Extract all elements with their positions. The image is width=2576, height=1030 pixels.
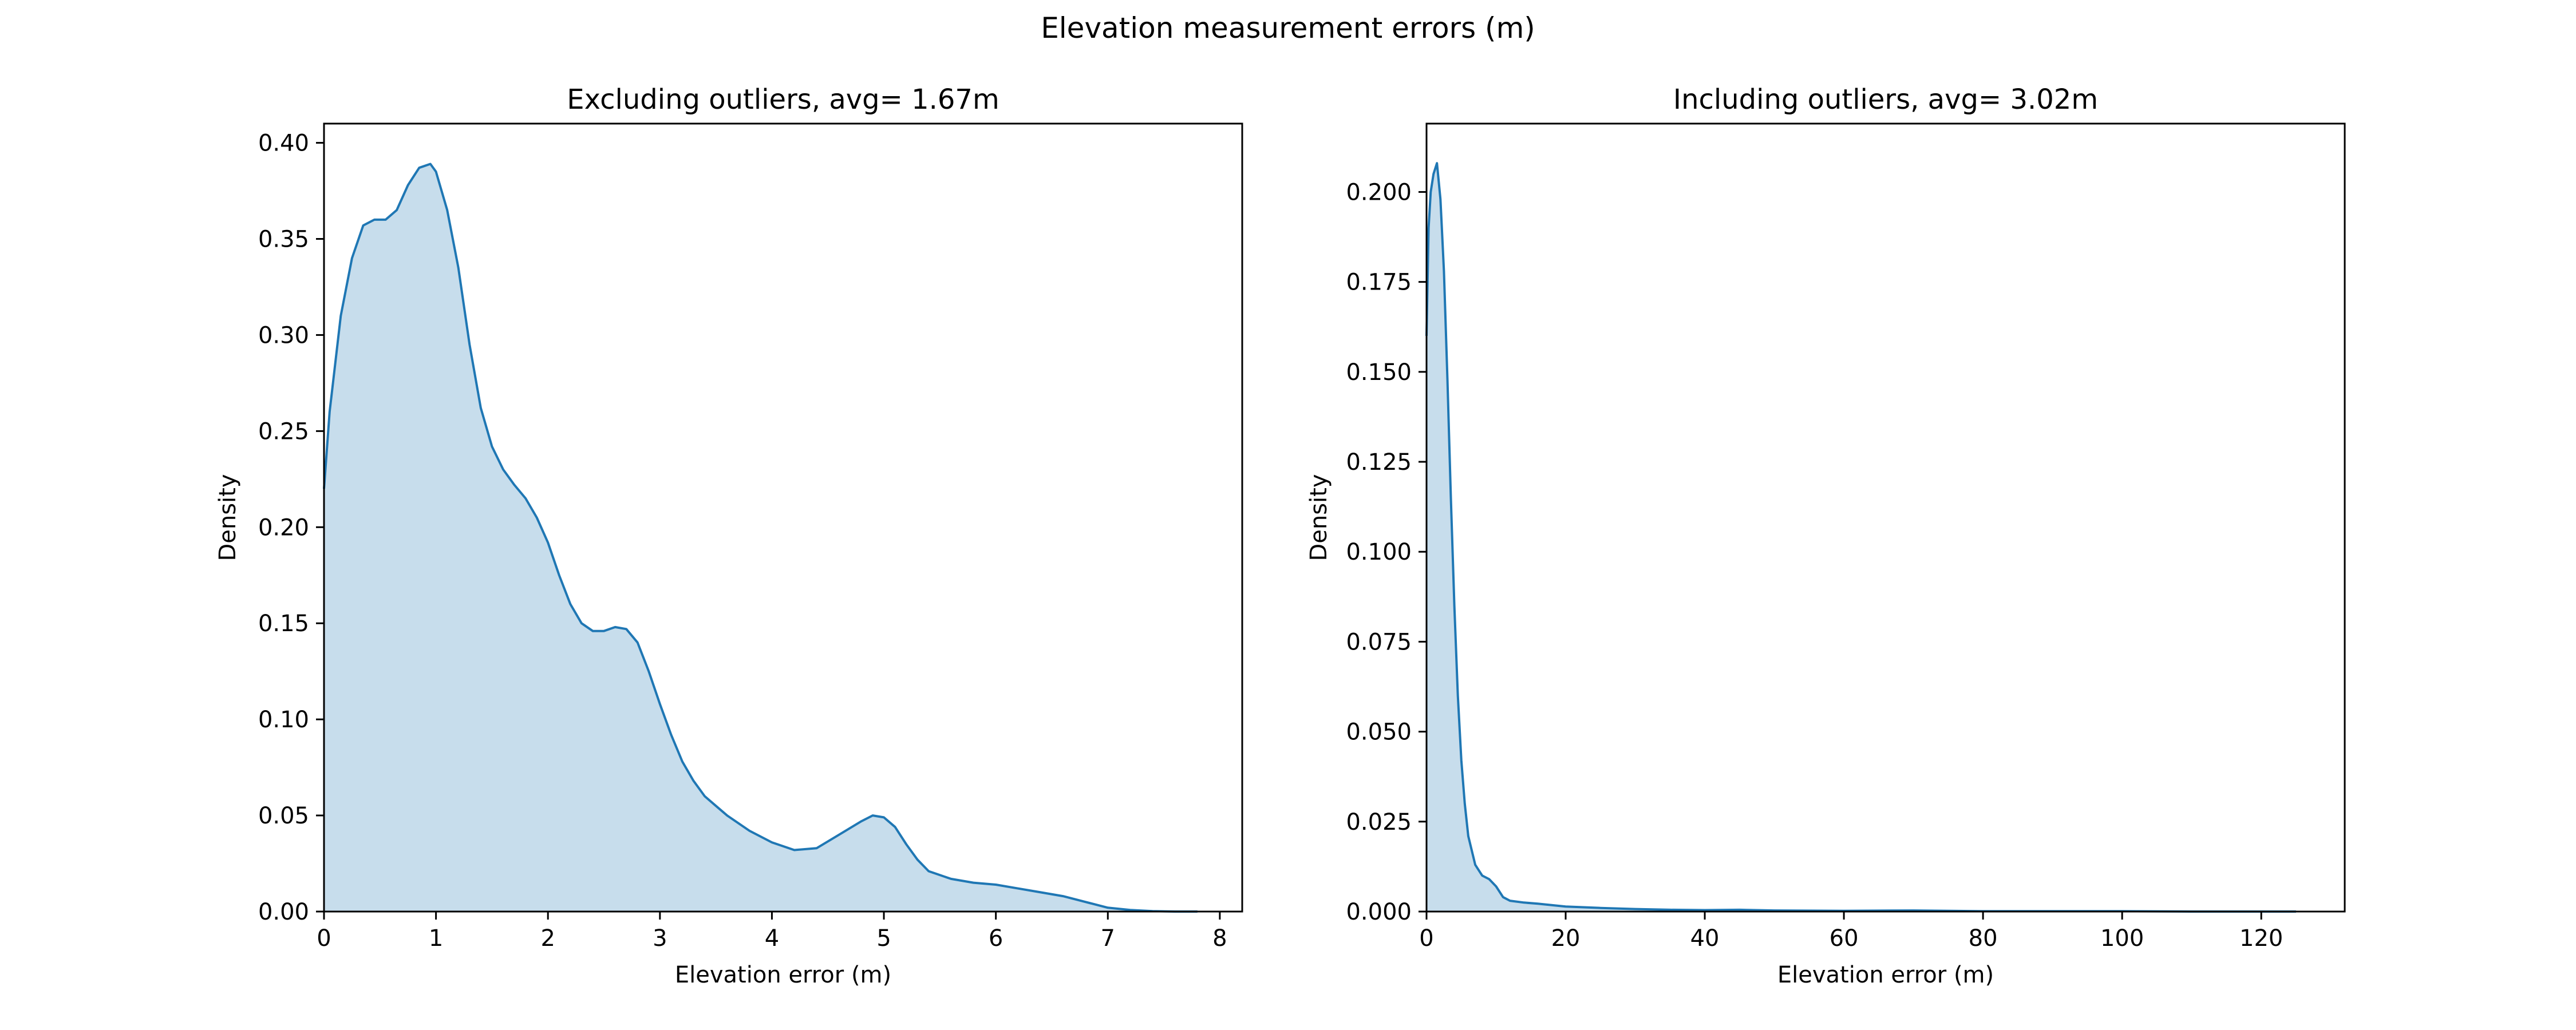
right-x-tick-label: 0 <box>1419 925 1433 952</box>
right-chart-panel: 0 20 40 60 80 100 120 0.000 0.025 0.050 0.075 0.100… <box>1306 84 2346 988</box>
left-x-tick-label: 8 <box>1212 925 1227 952</box>
right-y-tick-label: 0.200 <box>1346 179 1412 205</box>
left-chart-title: Excluding outliers, avg= 1.67m <box>567 84 999 116</box>
right-y-tick-label: 0.075 <box>1346 629 1412 655</box>
right-y-tick-label: 0.150 <box>1346 359 1412 386</box>
right-x-axis-label: Elevation error (m) <box>1777 962 1994 988</box>
right-x-tick-label: 120 <box>2239 925 2283 952</box>
right-x-tick-label: 20 <box>1551 925 1581 952</box>
right-y-axis-label: Density <box>1306 474 1332 561</box>
left-y-tick-label: 0.10 <box>258 707 309 733</box>
right-x-tick-label: 80 <box>1969 925 1998 952</box>
left-x-tick-label: 6 <box>989 925 1003 952</box>
right-y-tick-label: 0.175 <box>1346 270 1412 296</box>
left-y-tick-label: 0.30 <box>258 322 309 348</box>
left-axes-frame <box>323 122 1243 913</box>
left-density-area <box>324 164 1198 912</box>
right-y-tick-label: 0.100 <box>1346 539 1412 565</box>
right-y-tick-label: 0.000 <box>1346 899 1412 925</box>
figure-suptitle: Elevation measurement errors (m) <box>1041 11 1535 45</box>
left-x-tick-label: 4 <box>765 925 779 952</box>
left-x-tick-label: 7 <box>1101 925 1115 952</box>
left-y-tick-label: 0.20 <box>258 514 309 541</box>
right-x-tick-label: 100 <box>2100 925 2144 952</box>
left-chart-panel: 0 1 2 3 4 5 6 7 8 0.00 0.05 0.10 0.15 0.20 0.25 0.30 0.3… <box>215 84 1243 988</box>
left-y-tick-label: 0.15 <box>258 611 309 637</box>
right-chart-title: Including outliers, avg= 3.02m <box>1673 84 2098 116</box>
left-x-tick-label: 2 <box>540 925 555 952</box>
left-x-tick-label: 5 <box>876 925 891 952</box>
left-y-tick-label: 0.35 <box>258 227 309 253</box>
right-y-tick-label: 0.050 <box>1346 719 1412 746</box>
left-y-tick-label: 0.25 <box>258 418 309 445</box>
left-x-tick-label: 3 <box>653 925 667 952</box>
right-x-tick-label: 40 <box>1690 925 1720 952</box>
left-x-tick-label: 1 <box>429 925 443 952</box>
left-x-axis-label: Elevation error (m) <box>675 962 891 988</box>
left-y-tick-label: 0.40 <box>258 130 309 157</box>
left-y-axis-label: Density <box>215 474 241 561</box>
right-density-line <box>1425 162 2296 913</box>
right-axes-frame <box>1425 122 2346 913</box>
left-y-tick-label: 0.00 <box>258 899 309 925</box>
left-y-tick-label: 0.05 <box>258 803 309 829</box>
right-y-tick-label: 0.125 <box>1346 449 1412 476</box>
left-density-line <box>323 163 1198 913</box>
right-y-tick-label: 0.025 <box>1346 809 1412 835</box>
right-x-tick-label: 60 <box>1830 925 1859 952</box>
left-x-tick-label: 0 <box>317 925 331 952</box>
